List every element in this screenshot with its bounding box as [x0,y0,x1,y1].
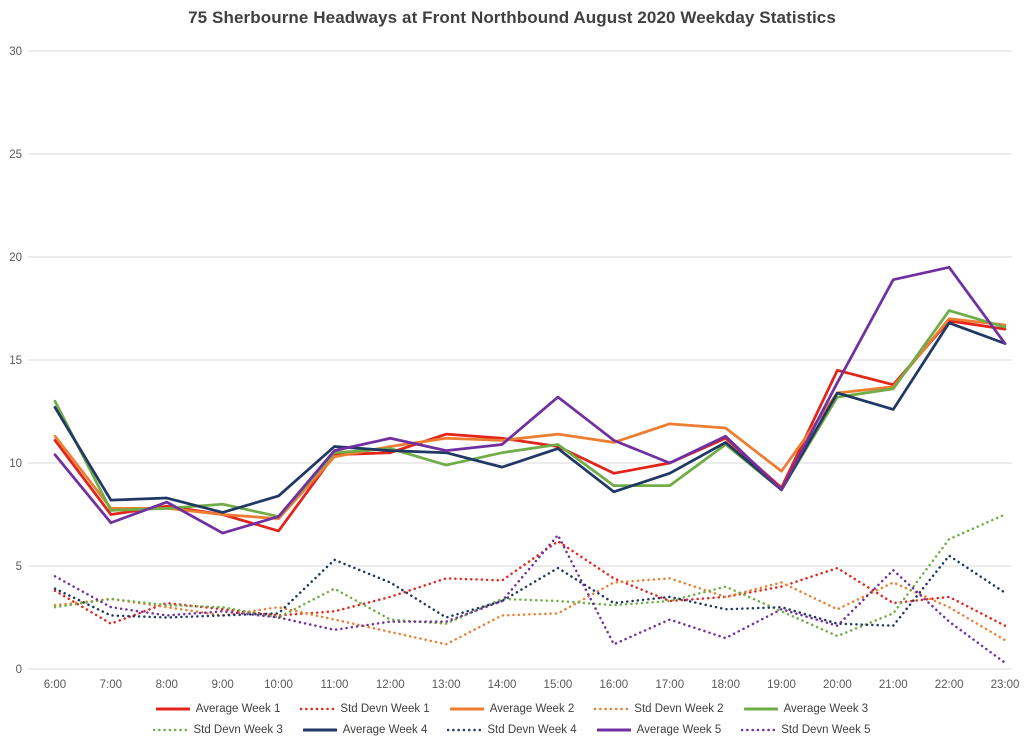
legend-line-swatch [447,728,482,732]
legend-item-std-devn-week-3[interactable]: Std Devn Week 3 [153,724,283,736]
x-axis-tick-label: 11:00 [320,679,348,691]
legend-label: Average Week 3 [783,703,869,715]
legend-line-swatch [741,728,776,732]
legend-label: Average Week 2 [489,703,575,715]
legend-item-average-week-3[interactable]: Average Week 3 [743,703,869,715]
y-axis-tick-label: 25 [9,149,22,161]
legend-label: Average Week 1 [195,703,281,715]
x-axis-tick-label: 14:00 [488,679,517,691]
legend-item-average-week-2[interactable]: Average Week 2 [449,703,575,715]
series-line-average-week-1 [53,319,1007,533]
x-axis-tick-label: 15:00 [544,679,573,691]
legend-label: Average Week 5 [636,724,722,736]
legend-label: Std Devn Week 5 [781,724,871,736]
legend-label: Std Devn Week 2 [634,703,724,715]
x-axis-tick-label: 18:00 [711,679,740,691]
legend-item-average-week-4[interactable]: Average Week 4 [302,724,428,736]
x-axis-tick-label: 7:00 [100,679,122,691]
series-line-std-devn-week-3 [53,513,1007,638]
x-axis-tick-label: 8:00 [156,679,178,691]
legend-line-swatch [155,707,190,711]
legend-label: Std Devn Week 4 [487,724,577,736]
series-line-std-devn-week-4 [53,554,1007,627]
series-line-average-week-2 [53,317,1007,520]
x-axis-tick-label: 22:00 [935,679,964,691]
series-line-average-week-4 [53,321,1007,514]
legend-item-std-devn-week-1[interactable]: Std Devn Week 1 [300,703,430,715]
legend-label: Std Devn Week 3 [193,724,283,736]
legend-line-swatch [449,707,484,711]
legend-item-average-week-1[interactable]: Average Week 1 [155,703,281,715]
x-axis-tick-label: 17:00 [655,679,684,691]
legend-row-2: Std Devn Week 3 Average Week 4 Std Devn We… [0,724,1024,736]
legend-label: Std Devn Week 1 [340,703,430,715]
x-axis-tick-label: 23:00 [991,679,1020,691]
series-line-std-devn-week-1 [53,540,1007,627]
legend-item-std-devn-week-5[interactable]: Std Devn Week 5 [741,724,871,736]
headways-line-chart: 0 5 10 15 20 25 30 6:00 7:00 8:00 9:00 10:00 11:00 12… [9,46,1020,691]
y-axis-tick-label: 15 [9,355,22,367]
x-axis-tick-label: 21:00 [879,679,908,691]
y-axis-tick-label: 10 [9,458,22,470]
legend-line-swatch [594,707,629,711]
legend-line-swatch [743,707,778,711]
y-axis-tick-label: 20 [9,252,22,264]
legend-line-swatch [300,707,335,711]
legend-line-swatch [596,728,631,732]
x-axis-tick-label: 16:00 [599,679,628,691]
legend-item-std-devn-week-4[interactable]: Std Devn Week 4 [447,724,577,736]
chart-legend: Average Week 1 Std Devn Week 1 Average Wee… [0,703,1024,736]
x-axis-tick-label: 19:00 [767,679,796,691]
series-line-std-devn-week-2 [53,577,1007,646]
legend-label: Average Week 4 [342,724,428,736]
x-axis-tick-label: 13:00 [432,679,461,691]
legend-item-average-week-5[interactable]: Average Week 5 [596,724,722,736]
series-line-average-week-5 [53,265,1007,535]
series-line-average-week-3 [53,309,1007,518]
x-axis-tick-label: 9:00 [211,679,233,691]
x-axis-tick-label: 12:00 [376,679,405,691]
series-line-std-devn-week-5 [53,533,1007,665]
legend-item-std-devn-week-2[interactable]: Std Devn Week 2 [594,703,724,715]
legend-row-1: Average Week 1 Std Devn Week 1 Average Wee… [0,703,1024,715]
y-axis-tick-label: 30 [9,46,22,58]
x-axis-tick-label: 20:00 [823,679,852,691]
legend-line-swatch [153,728,188,732]
x-axis-tick-label: 10:00 [264,679,293,691]
legend-line-swatch [302,728,337,732]
x-axis-tick-label: 6:00 [44,679,66,691]
y-axis-tick-label: 0 [16,664,22,676]
chart-title: 75 Sherbourne Headways at Front Northbou… [188,8,836,27]
y-axis-tick-label: 5 [16,561,22,573]
